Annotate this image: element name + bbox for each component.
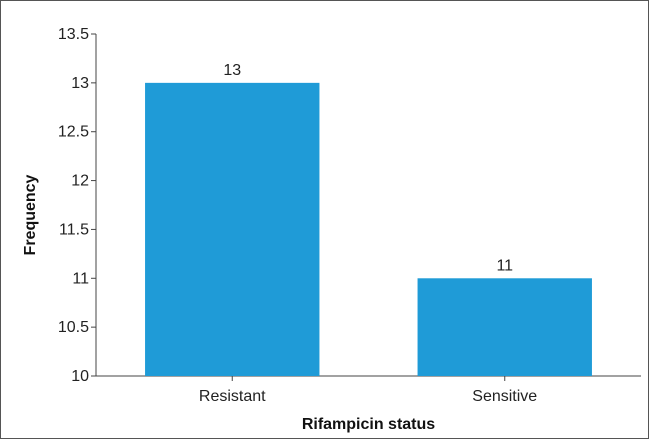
y-tick-label: 12.5 — [58, 124, 89, 141]
bar-sensitive — [417, 278, 592, 376]
data-labels: 13 11 — [223, 62, 513, 274]
y-tick-label: 11 — [72, 270, 89, 287]
x-axis-title: Rifampicin status — [302, 416, 435, 433]
x-tick-label-resistant: Resistant — [199, 388, 266, 405]
data-label-sensitive: 11 — [496, 257, 513, 274]
y-tick-label: 13.5 — [58, 26, 89, 43]
y-tick-label: 11.5 — [59, 221, 89, 238]
y-axis-title: Frequency — [22, 174, 39, 255]
x-tick-label-sensitive: Sensitive — [472, 388, 537, 405]
y-tick-label: 12 — [71, 173, 89, 190]
bars — [145, 82, 592, 376]
y-axis: 10 10.5 11 11.5 12 12.5 13 13.5 — [58, 26, 97, 385]
y-tick-label: 10.5 — [58, 319, 89, 336]
y-tick-label: 10 — [71, 368, 89, 385]
x-axis: Resistant Sensitive — [96, 375, 641, 405]
data-label-resistant: 13 — [223, 62, 241, 79]
y-tick-label: 13 — [71, 75, 89, 92]
bar-resistant — [145, 82, 320, 376]
